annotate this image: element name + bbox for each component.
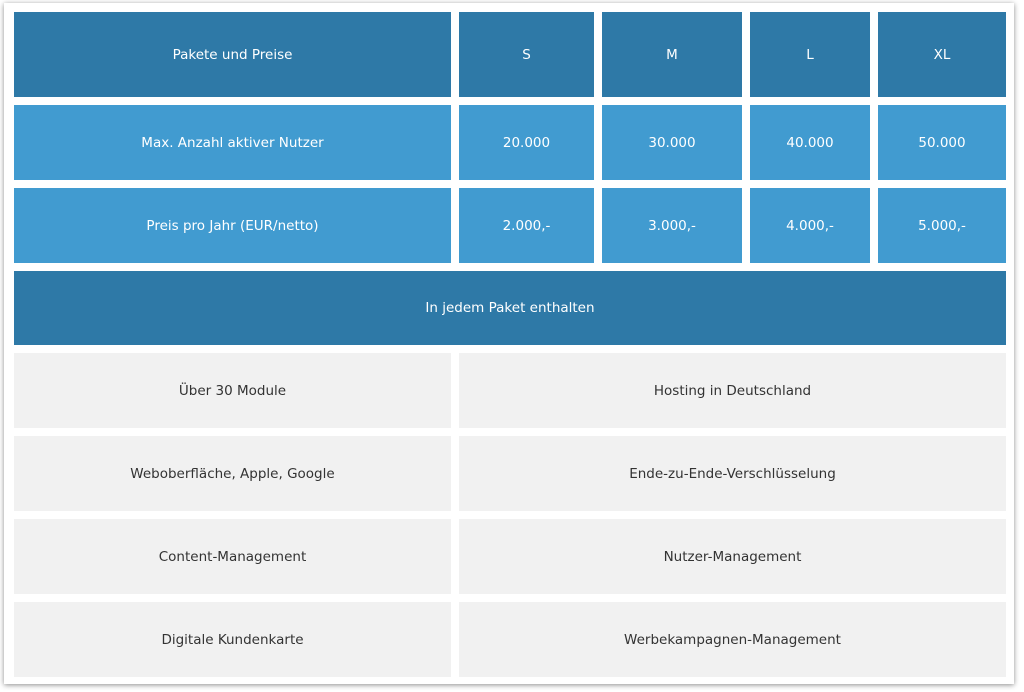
price-m: 3.000,- (602, 188, 742, 263)
included-header: In jedem Paket enthalten (14, 271, 1006, 345)
feature-campaign-management: Werbekampagnen-Management (459, 602, 1006, 677)
max-users-l: 40.000 (750, 105, 870, 180)
max-users-s: 20.000 (459, 105, 594, 180)
feature-platforms: Weboberfläche, Apple, Google (14, 436, 451, 511)
price-s: 2.000,- (459, 188, 594, 263)
row-label-max-users: Max. Anzahl aktiver Nutzer (14, 105, 451, 180)
max-users-m: 30.000 (602, 105, 742, 180)
row-label-price: Preis pro Jahr (EUR/netto) (14, 188, 451, 263)
feature-user-management: Nutzer-Management (459, 519, 1006, 594)
feature-content-management: Content-Management (14, 519, 451, 594)
feature-customer-card: Digitale Kundenkarte (14, 602, 451, 677)
table-header-title: Pakete und Preise (14, 12, 451, 97)
feature-hosting: Hosting in Deutschland (459, 353, 1006, 428)
package-header-s: S (459, 12, 594, 97)
feature-encryption: Ende-zu-Ende-Verschlüsselung (459, 436, 1006, 511)
package-header-l: L (750, 12, 870, 97)
package-header-xl: XL (878, 12, 1006, 97)
price-l: 4.000,- (750, 188, 870, 263)
price-xl: 5.000,- (878, 188, 1006, 263)
max-users-xl: 50.000 (878, 105, 1006, 180)
feature-modules: Über 30 Module (14, 353, 451, 428)
package-header-m: M (602, 12, 742, 97)
